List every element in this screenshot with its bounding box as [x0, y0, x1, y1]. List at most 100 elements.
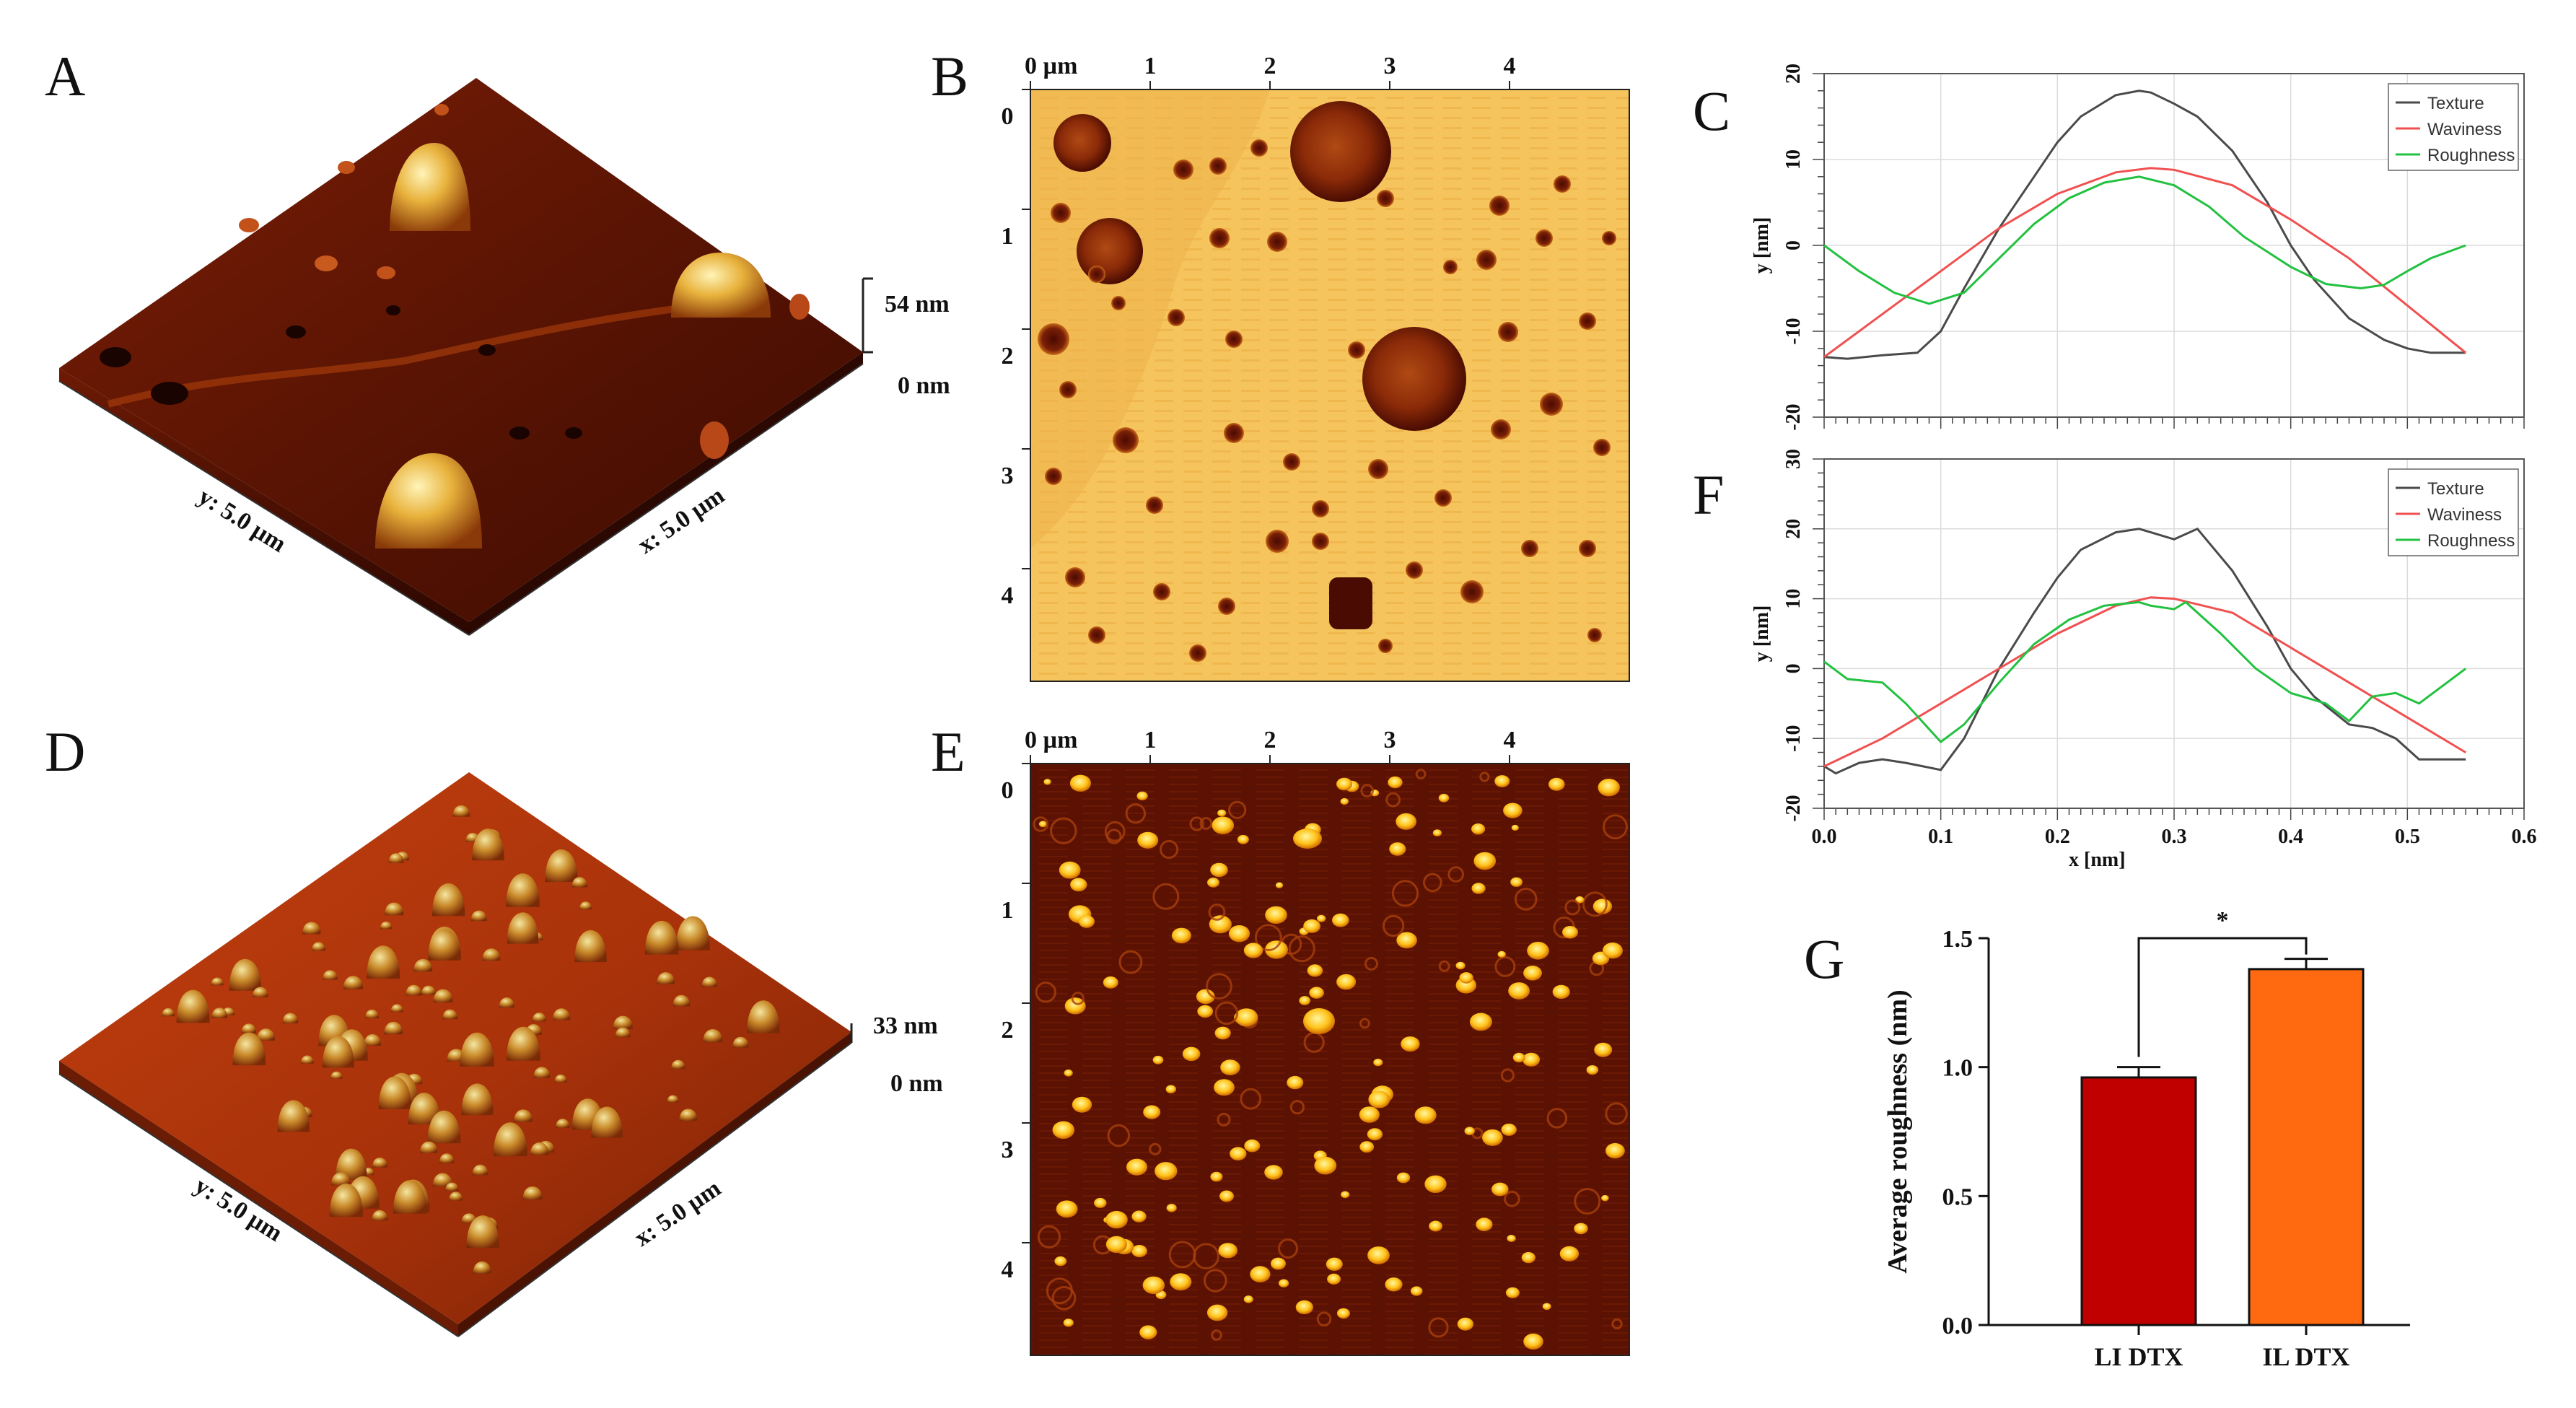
- afm-particle: [1396, 932, 1417, 949]
- afm-particle: [1523, 1333, 1543, 1350]
- afm-ring: [1217, 1112, 1231, 1127]
- y-tick-label: 0: [1782, 240, 1805, 250]
- afm-particle: [1307, 964, 1323, 977]
- afm-particle: [1552, 984, 1570, 1000]
- afm-crater: [1329, 577, 1372, 629]
- afm-ring: [1415, 769, 1427, 779]
- afm-bump: [452, 805, 470, 817]
- afm-large-bump: [375, 453, 482, 548]
- y-axis-label: Average roughness (nm): [1883, 989, 1913, 1273]
- afm-particle: [1230, 1147, 1247, 1160]
- afm-particle: [1332, 913, 1349, 927]
- afm-bump: [329, 1184, 363, 1217]
- afm-particle: [1497, 950, 1506, 958]
- afm-pit: [1189, 644, 1206, 662]
- afm-bump: [211, 977, 224, 986]
- afm-ticks-e: 0 µm 1 2 3 4 0 1 2 3 4: [1002, 727, 1516, 1283]
- series-line-waviness: [1823, 596, 2466, 768]
- afm-ring: [1494, 956, 1516, 977]
- afm-particle: [1072, 1096, 1092, 1113]
- afm-pit: [1602, 231, 1616, 245]
- afm-bump: [413, 958, 433, 972]
- afm-bump: [553, 1008, 571, 1020]
- afm-particle: [1142, 1276, 1165, 1295]
- afm-pit: [1587, 628, 1602, 642]
- afm-particle: [1494, 775, 1510, 787]
- afm-bump: [432, 1173, 453, 1186]
- tick-label-left: 2: [1002, 343, 1014, 370]
- afm-bump: [336, 1148, 367, 1180]
- afm-bump: [615, 1027, 631, 1038]
- afm-particle: [1214, 1079, 1235, 1096]
- afm-bump: [506, 873, 540, 907]
- afm-particle: [1469, 1013, 1492, 1031]
- y-tick-label: 0.5: [1942, 1184, 1973, 1210]
- afm-bumps-d: [162, 805, 780, 1274]
- afm-bump: [408, 1093, 441, 1124]
- afm-side-left-a: [59, 368, 469, 635]
- afm-bump: [545, 849, 578, 883]
- afm-large-bump: [390, 143, 470, 231]
- series-line-texture: [1823, 527, 2466, 775]
- afm-bump: [493, 1122, 527, 1157]
- afm-bump: [732, 1036, 749, 1048]
- afm-particle: [1078, 915, 1095, 928]
- afm-particle: [1155, 1162, 1178, 1181]
- afm-small-bump: [700, 421, 729, 459]
- x-tick-label: 0.5: [2395, 826, 2420, 848]
- afm-ring: [1574, 1188, 1601, 1215]
- x-axis-label: x [nm]: [2069, 849, 2126, 871]
- afm-bump: [420, 1141, 438, 1153]
- afm-particle: [1197, 1005, 1214, 1018]
- afm-particle: [1235, 1008, 1258, 1027]
- y-tick-label: -10: [1782, 318, 1805, 344]
- x-tick-label: 0.2: [2045, 826, 2070, 848]
- afm-pit: [509, 427, 530, 440]
- afm-pit: [1111, 296, 1126, 310]
- afm-particle: [1601, 1194, 1609, 1202]
- afm-bump: [613, 1015, 633, 1029]
- afm-particle: [1368, 1090, 1390, 1109]
- afm-particle: [1401, 1036, 1420, 1052]
- afm-particle: [1295, 1300, 1313, 1315]
- afm-bump: [312, 942, 325, 951]
- afm-ring: [1438, 960, 1450, 972]
- afm-particle: [1214, 1026, 1231, 1040]
- panel-label-e: E: [931, 720, 965, 783]
- afm-bump: [380, 921, 393, 930]
- afm-bump: [679, 1109, 698, 1121]
- afm-bump: [499, 997, 515, 1008]
- afm-particle: [1424, 1175, 1447, 1194]
- afm-ring: [1149, 1142, 1162, 1155]
- afm-pit: [1224, 423, 1244, 443]
- x-tick-label: 0.4: [2278, 826, 2303, 848]
- afm-particle: [1059, 861, 1081, 879]
- y-tick-label: 0.0: [1942, 1313, 1973, 1339]
- afm-ring: [1479, 771, 1490, 782]
- afm-bump: [211, 1007, 228, 1018]
- panel-label-c: C: [1693, 79, 1730, 142]
- afm-bump: [393, 1180, 427, 1214]
- afm-3d-panel-a: 54 nm 0 nm y: 5.0 µm x: 5.0 µm: [58, 78, 950, 636]
- significance-bracket: [2137, 937, 2308, 1057]
- afm-particle: [1069, 774, 1091, 792]
- afm-bump: [388, 853, 404, 863]
- afm-bump: [675, 916, 710, 950]
- afm-bump: [331, 1172, 351, 1186]
- afm-bump: [277, 1100, 310, 1132]
- afm-particle: [1521, 1251, 1535, 1264]
- afm-particle: [1275, 882, 1284, 888]
- afm-pit: [1489, 196, 1510, 216]
- afm-particle: [1367, 1128, 1383, 1141]
- afm-bump: [701, 976, 717, 987]
- afm-particle: [1054, 1256, 1067, 1267]
- afm-particle: [1491, 1182, 1509, 1197]
- afm-bump: [506, 1026, 540, 1061]
- afm-particle: [1279, 1279, 1289, 1287]
- afm-bump: [533, 1067, 551, 1078]
- afm-pit: [1173, 159, 1193, 180]
- afm-ring: [1611, 1318, 1623, 1330]
- afm-bump: [364, 1034, 382, 1046]
- afm-bump: [556, 1119, 570, 1128]
